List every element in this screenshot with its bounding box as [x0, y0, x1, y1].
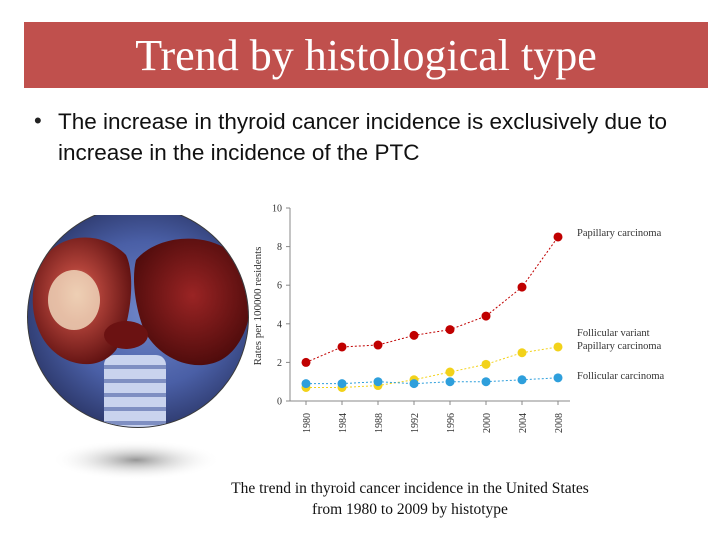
data-point [481, 377, 491, 387]
caption-line-2: from 1980 to 2009 by histotype [312, 501, 508, 518]
y-tick-label: 6 [277, 281, 282, 292]
y-tick-label: 4 [277, 319, 282, 330]
data-point [409, 379, 419, 389]
y-tick-label: 10 [272, 204, 282, 215]
data-point [409, 330, 419, 340]
x-tick-label: 2008 [554, 413, 565, 433]
y-tick-label: 8 [277, 242, 282, 253]
data-point [301, 357, 311, 367]
data-point [337, 342, 347, 352]
data-point [517, 282, 527, 292]
series-line [306, 346, 559, 388]
title-bar: Trend by histological type [24, 22, 708, 88]
data-point [517, 375, 527, 385]
figure-caption: The trend in thyroid cancer incidence in… [190, 478, 630, 520]
data-point [481, 359, 491, 369]
data-point [445, 325, 455, 335]
x-tick-label: 2000 [482, 413, 493, 433]
series-line [305, 236, 559, 363]
data-point [517, 348, 527, 358]
data-point [373, 340, 383, 350]
series-label: Papillary carcinoma [577, 341, 662, 352]
data-point [445, 377, 455, 387]
y-tick-label: 0 [277, 397, 282, 408]
slide-title: Trend by histological type [135, 30, 597, 80]
data-point [337, 379, 347, 389]
data-point [553, 373, 563, 383]
x-tick-label: 1984 [338, 413, 349, 433]
x-tick-label: 1980 [302, 413, 313, 433]
bullet-text: The increase in thyroid cancer incidence… [58, 109, 668, 165]
series-label: Follicular variant [577, 328, 650, 339]
bullet-icon: • [34, 108, 42, 133]
y-axis-label: Rates per 100000 residents [252, 247, 264, 366]
x-tick-label: 1988 [374, 413, 385, 433]
x-tick-label: 1996 [446, 413, 457, 433]
data-point [373, 377, 383, 387]
x-tick-label: 1992 [410, 413, 421, 433]
data-point [481, 311, 491, 321]
data-point [553, 342, 563, 352]
data-point [301, 379, 311, 389]
series-label: Follicular carcinoma [577, 371, 665, 382]
y-tick-label: 2 [277, 358, 282, 369]
bullet-point: • The increase in thyroid cancer inciden… [34, 106, 694, 168]
incidence-chart: Rates per 100000 residents 0 2 4 6 8 10 1980 1… [252, 204, 665, 434]
series-label: Papillary carcinoma [577, 228, 662, 239]
caption-line-1: The trend in thyroid cancer incidence in… [231, 480, 589, 497]
x-tick-label: 2004 [518, 413, 529, 433]
thyroid-specimen-image [27, 215, 249, 480]
data-point [553, 232, 563, 242]
data-point [445, 367, 455, 377]
